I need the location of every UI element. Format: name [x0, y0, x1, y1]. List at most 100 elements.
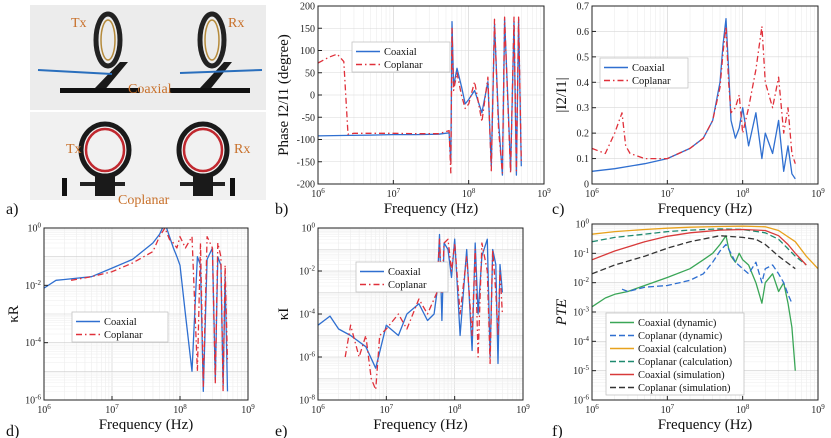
- series-c: [592, 18, 796, 180]
- legend-entry: Coplanar (calculation): [638, 357, 733, 368]
- series-line-b-0: [318, 18, 522, 176]
- x-tick-label: 106: [311, 403, 325, 416]
- label-tx-top: Tx: [71, 16, 87, 31]
- series-line-f-2: [592, 225, 818, 270]
- x-axis-label: Frequency (Hz): [99, 417, 194, 433]
- legend-entry: Coaxial: [384, 47, 417, 58]
- x-tick-label: 106: [311, 187, 325, 200]
- coaxial-coil-rx: [170, 11, 263, 93]
- legend-box: [351, 41, 451, 73]
- y-tick-label: 100: [576, 218, 590, 231]
- x-tick-label: 107: [105, 403, 119, 416]
- y-tick-label: 10-5: [573, 364, 589, 377]
- x-tick-label: 107: [661, 187, 675, 200]
- y-axis-label: κI: [276, 308, 292, 321]
- x-tick-label: 109: [516, 403, 530, 416]
- series-line-c-1: [592, 25, 796, 164]
- legend-entry: Coplanar (dynamic): [638, 331, 723, 342]
- y-axis-label: κR: [6, 305, 22, 323]
- legend-entry: Coplanar: [384, 60, 423, 71]
- y-tick-label: -200: [297, 180, 315, 191]
- y-tick-label: 10-6: [25, 394, 41, 407]
- grid-c: [591, 5, 818, 185]
- series-line-d-1: [70, 228, 229, 393]
- label-coplanar: Coplanar: [118, 193, 170, 208]
- y-tick-label: 200: [300, 2, 315, 13]
- series-line-f-5: [592, 235, 796, 275]
- grid-b: [317, 5, 544, 185]
- y-tick-label: 10-1: [573, 247, 589, 260]
- legend-entry: Coplanar: [632, 76, 671, 87]
- x-tick-label: 108: [736, 403, 750, 416]
- y-tick-label: 0.6: [577, 27, 590, 38]
- label-rx-top: Rx: [228, 16, 244, 31]
- y-tick-label: 0.7: [577, 2, 590, 13]
- legend-box: [71, 311, 169, 343]
- series-line-d-0: [44, 228, 229, 393]
- series-line-e-1: [344, 238, 504, 391]
- series-line-b-1: [318, 16, 522, 174]
- legend-entry: Coaxial (calculation): [638, 344, 727, 355]
- y-tick-label: 0.4: [577, 78, 590, 89]
- series-line-f-1: [621, 243, 793, 304]
- y-tick-label: 100: [300, 46, 315, 57]
- x-tick-label: 109: [811, 403, 825, 416]
- legend-box: [355, 261, 449, 293]
- plot-frame-c: [591, 5, 819, 185]
- legend-entry: Coaxial: [104, 317, 137, 328]
- y-tick-label: 150: [300, 24, 315, 35]
- chart-f: 106 107 108 109 10-6 10-5 10-4 10-3 10-2 10-1 100 F…: [552, 218, 825, 438]
- x-tick-label: 107: [387, 187, 401, 200]
- panel-label-c: c): [552, 201, 564, 218]
- legend-b: Coaxial Coplanar: [351, 41, 451, 73]
- legend-box: [599, 57, 689, 89]
- chart-d: 106 107 108 109 10-6 10-4 10-2 100 Frequency (Hz…: [6, 222, 255, 438]
- series-line-c-0: [592, 18, 796, 180]
- y-tick-label: -150: [297, 157, 315, 168]
- y-tick-label: 0.3: [577, 103, 590, 114]
- series-e: [318, 233, 504, 391]
- y-tick-label: 0: [310, 91, 315, 102]
- coplanar-coil-rx: [176, 121, 235, 196]
- y-tick-label: 0.2: [577, 129, 590, 140]
- panel-label-e: e): [275, 423, 287, 438]
- legend-entry: Coaxial (simulation): [638, 370, 725, 381]
- x-tick-label: 108: [448, 403, 462, 416]
- x-tick-label: 106: [37, 403, 51, 416]
- x-axis-label: Frequency (Hz): [658, 417, 753, 433]
- y-tick-label: 0: [584, 180, 589, 191]
- panel-label-d: d): [6, 423, 19, 438]
- y-tick-label: 0.5: [577, 52, 590, 63]
- y-axis-label: |I2/I1|: [554, 77, 570, 112]
- chart-e: 106 107 108 109 10-8 10-6 10-4 10-2 100 Frequency…: [275, 222, 530, 438]
- x-tick-label: 107: [380, 403, 394, 416]
- x-tick-label: 106: [585, 187, 599, 200]
- y-tick-label: 10-4: [299, 308, 315, 321]
- series-b: [318, 16, 522, 176]
- x-tick-label: 107: [661, 403, 675, 416]
- x-tick-label: 106: [585, 403, 599, 416]
- y-tick-label: 10-6: [299, 351, 315, 364]
- legend-box: [605, 312, 745, 396]
- y-tick-label: 100: [28, 222, 42, 235]
- legend-entry: Coaxial: [632, 63, 665, 74]
- legend-entry: Coplanar (simulation): [638, 383, 731, 394]
- x-axis-label: Frequency (Hz): [373, 417, 468, 433]
- series-line-f-3: [592, 228, 807, 266]
- y-tick-label: 0.1: [577, 154, 590, 165]
- chart-b: 106 107 108 109 -200 -150 -100 -50 0 50 100 150 200 F…: [275, 2, 551, 219]
- x-tick-label: 108: [462, 187, 476, 200]
- x-tick-label: 108: [736, 187, 750, 200]
- chart-c: 106 107 108 109 0 0.1 0.2 0.3 0.4 0.5 0.6 0.7 Freque…: [552, 2, 825, 219]
- x-tick-label: 109: [811, 187, 825, 200]
- panel-label-b: b): [275, 201, 288, 218]
- panel-label-a: a): [6, 201, 18, 218]
- label-rx-bottom: Rx: [234, 142, 250, 157]
- legend-entry: Coplanar: [104, 330, 143, 341]
- y-axis-label: Phase I2/I1 (degree): [276, 34, 292, 156]
- label-tx-bottom: Tx: [66, 142, 82, 157]
- y-tick-label: 100: [302, 222, 316, 235]
- label-coaxial: Coaxial: [128, 82, 172, 97]
- y-tick-label: -50: [302, 113, 315, 124]
